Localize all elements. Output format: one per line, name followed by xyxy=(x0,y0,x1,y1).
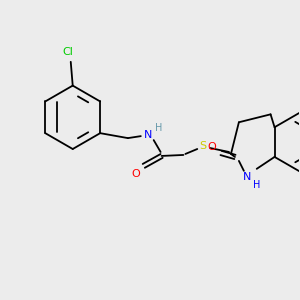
Text: N: N xyxy=(143,130,152,140)
Text: H: H xyxy=(253,180,260,190)
Text: S: S xyxy=(200,141,207,151)
Text: Cl: Cl xyxy=(62,47,73,57)
Text: H: H xyxy=(155,123,162,133)
Text: O: O xyxy=(208,142,217,152)
Text: N: N xyxy=(243,172,251,182)
Text: O: O xyxy=(131,169,140,179)
